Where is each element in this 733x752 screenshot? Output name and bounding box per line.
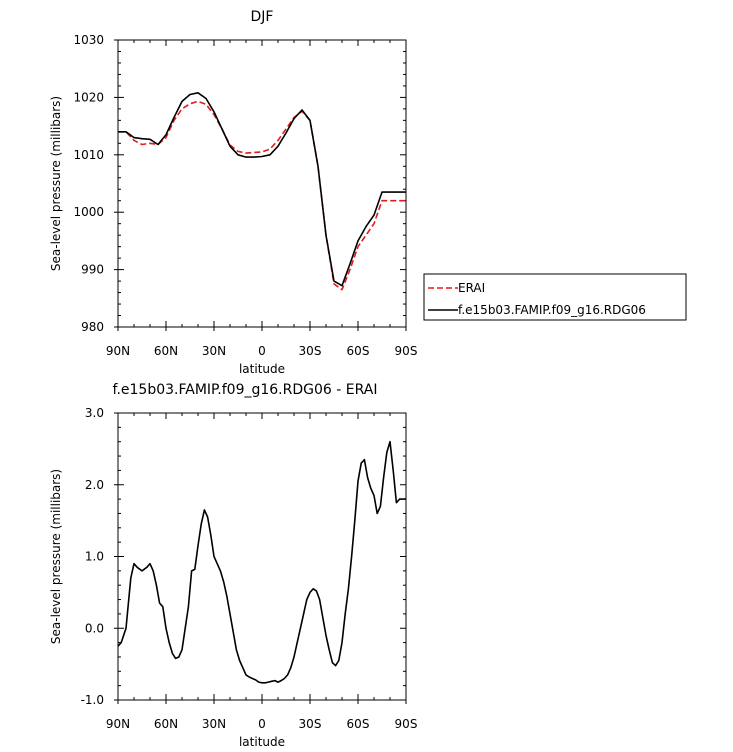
series-line-2 (118, 92, 406, 287)
y-axis-title: Sea-level pressure (millibars) (49, 96, 63, 271)
x-tick-label: 60S (347, 344, 370, 358)
x-tick-label: 30N (202, 717, 226, 731)
series-line-1 (118, 440, 406, 684)
x-tick-label: 90N (106, 717, 130, 731)
x-tick-label: 0 (258, 717, 266, 731)
y-tick-label: 1030 (73, 33, 104, 47)
x-tick-label: 30S (299, 344, 322, 358)
y-tick-label: 980 (81, 320, 104, 334)
plot-frame (117, 39, 407, 328)
x-tick-label: 30N (202, 344, 226, 358)
y-tick-label: 1000 (73, 205, 104, 219)
chart-djf: DJF 90N 60N 30N 0 30S 60S 90S 980 990 1000 1010 1020… (49, 9, 687, 376)
legend-label-1: ERAI (458, 281, 485, 295)
chart-title: f.e15b03.FAMIP.f09_g16.RDG06 - ERAI (113, 382, 378, 398)
x-tick-label: 90N (106, 344, 130, 358)
chart-title: DJF (251, 9, 274, 25)
legend: ERAI f.e15b03.FAMIP.f09_g16.RDG06 (423, 273, 687, 321)
y-tick-label: 0.0 (85, 621, 104, 635)
x-axis-title: latitude (239, 735, 285, 749)
y-axis-title: Sea-level pressure (millibars) (49, 469, 63, 644)
y-tick-label: -1.0 (81, 693, 104, 707)
x-tick-label: 60N (154, 717, 178, 731)
x-tick-label: 90S (395, 344, 418, 358)
x-tick-label: 0 (258, 344, 266, 358)
y-tick-label: 1020 (73, 90, 104, 104)
plot-frame (117, 412, 407, 701)
chart-difference: f.e15b03.FAMIP.f09_g16.RDG06 - ERAI 90N 60… (49, 382, 417, 749)
legend-box (423, 273, 687, 321)
x-tick-label: 60N (154, 344, 178, 358)
y-tick-label: 1010 (73, 148, 104, 162)
x-tick-label: 30S (299, 717, 322, 731)
y-tick-label: 2.0 (85, 478, 104, 492)
y-tick-label: 990 (81, 263, 104, 277)
y-tick-label: 1.0 (85, 550, 104, 564)
x-tick-label: 60S (347, 717, 370, 731)
series-line-1 (118, 100, 406, 291)
legend-label-2: f.e15b03.FAMIP.f09_g16.RDG06 (458, 303, 646, 317)
x-axis-title: latitude (239, 362, 285, 376)
x-tick-label: 90S (395, 717, 418, 731)
y-tick-label: 3.0 (85, 406, 104, 420)
